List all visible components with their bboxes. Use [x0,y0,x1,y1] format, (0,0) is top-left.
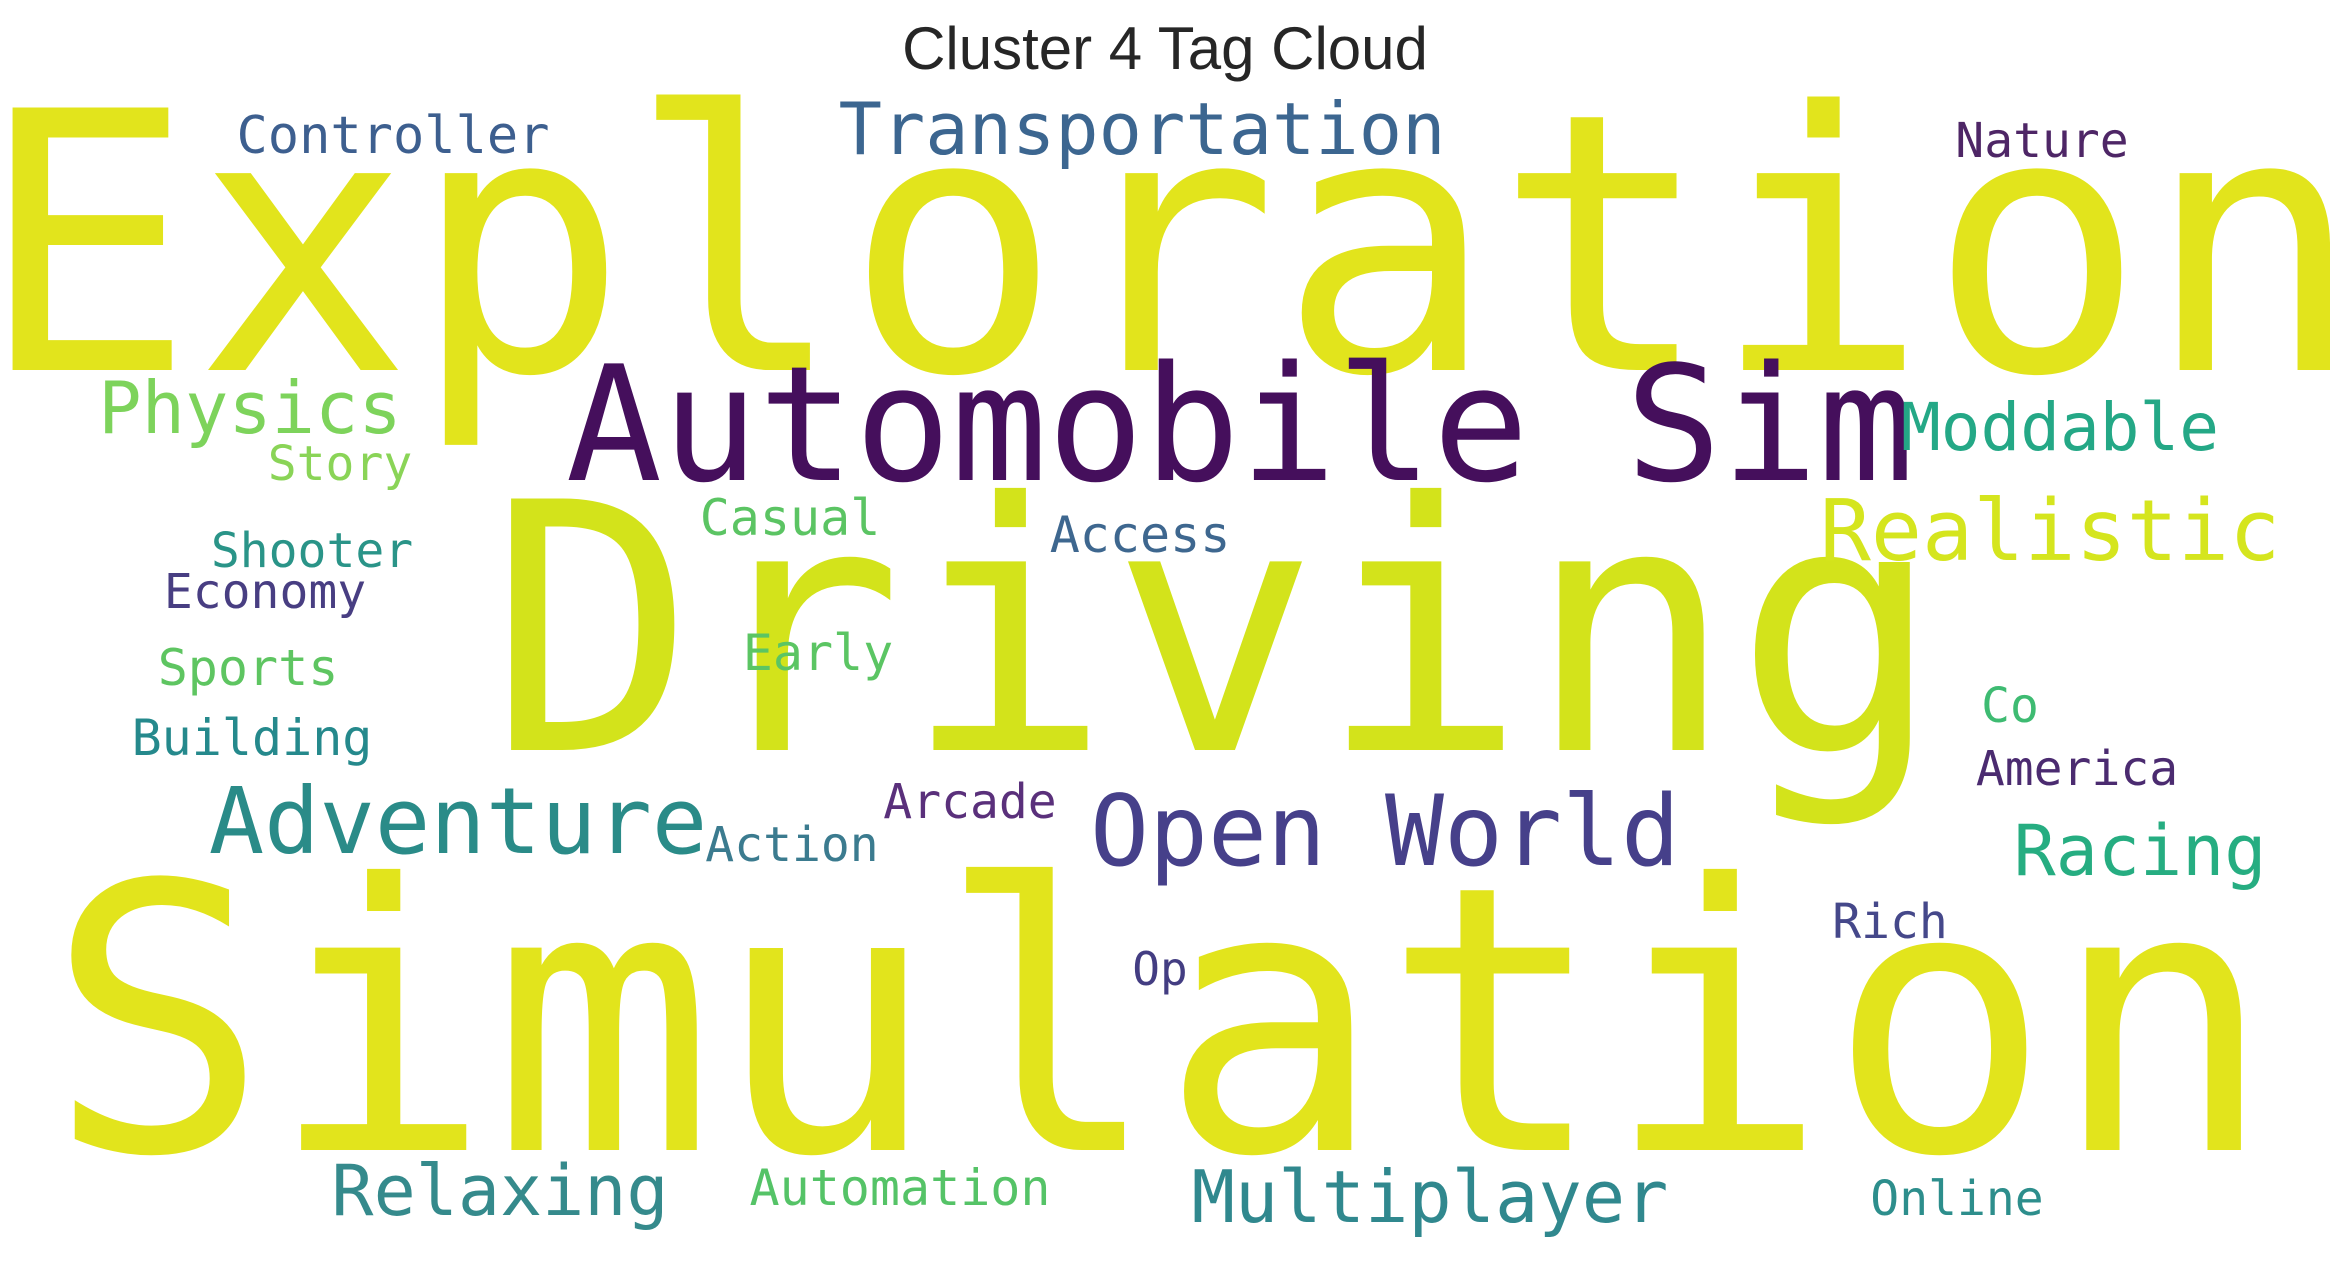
word-online: Online [1870,1171,2043,1227]
word-moddable: Moddable [1901,389,2219,466]
word-shooter: Shooter [211,523,413,579]
word-america: America [1976,741,2178,797]
word-economy: Economy [164,564,366,620]
word-automobile-sim: Automobile Sim [566,331,1915,518]
word-nature: Nature [1955,113,2128,169]
word-sports: Sports [158,639,339,697]
word-building: Building [132,709,373,767]
word-adventure: Adventure [209,768,708,875]
word-early: Early [743,624,894,682]
word-open-world: Open World [1090,775,1680,889]
word-action: Action [705,817,878,873]
word-driving: Driving [488,431,1942,832]
word-realistic: Realistic [1820,482,2281,581]
word-rich: Rich [1832,894,1948,950]
chart-title: Cluster 4 Tag Cloud [902,15,1428,82]
word-co: Co [1981,678,2039,734]
word-racing: Racing [2014,810,2267,892]
word-simulation: Simulation [46,808,2274,1238]
word-access: Access [1050,506,1231,564]
word-story: Story [268,436,413,492]
word-op: Op [1132,942,1187,996]
word-transportation: Transportation [839,87,1446,171]
word-casual: Casual [700,489,881,547]
word-exploration: Exploration [0,36,2330,455]
word-controller: Controller [236,106,549,166]
word-relaxing: Relaxing [331,1150,668,1232]
word-arcade: Arcade [883,774,1056,830]
word-automation: Automation [749,1159,1050,1217]
word-physics: Physics [98,366,401,450]
word-multiplayer: Multiplayer [1192,1155,1669,1239]
